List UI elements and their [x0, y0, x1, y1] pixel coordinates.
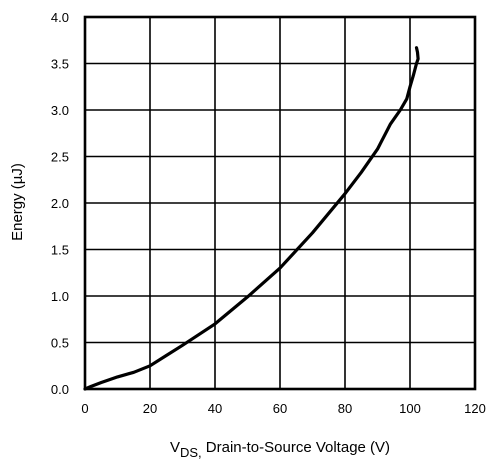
x-axis-label-rest: Drain-to-Source Voltage (V)	[202, 439, 390, 456]
y-tick-label: 3.0	[51, 103, 69, 118]
y-tick-label: 4.0	[51, 10, 69, 25]
x-tick-label: 100	[399, 401, 421, 416]
y-tick-label: 1.0	[51, 289, 69, 304]
y-tick-label: 3.5	[51, 57, 69, 72]
x-axis-label-subscript: DS,	[180, 445, 202, 460]
y-tick-label: 2.0	[51, 196, 69, 211]
x-tick-label: 0	[81, 401, 88, 416]
plot-frame	[83, 15, 477, 391]
y-axis-label: Energy (µJ)	[9, 163, 26, 241]
x-tick-label: 120	[464, 401, 486, 416]
x-tick-labels: 0 20 40 60 80 100 120	[81, 401, 485, 416]
x-tick-label: 40	[208, 401, 222, 416]
y-tick-label: 0.0	[51, 382, 69, 397]
x-axis-label-main: V	[170, 439, 180, 456]
y-tick-labels: 0.0 0.5 1.0 1.5 2.0 2.5 3.0 3.5 4.0	[51, 10, 69, 397]
energy-curve	[83, 46, 420, 391]
y-tick-label: 0.5	[51, 336, 69, 351]
x-tick-label: 60	[273, 401, 287, 416]
x-tick-label: 20	[143, 401, 157, 416]
y-tick-label: 1.5	[51, 243, 69, 258]
plot-border	[83, 15, 477, 391]
series-layer	[83, 46, 420, 391]
grid	[84, 16, 476, 390]
y-tick-label: 2.5	[51, 150, 69, 165]
x-tick-label: 80	[338, 401, 352, 416]
x-axis-label: VDS, Drain-to-Source Voltage (V)	[170, 439, 390, 460]
